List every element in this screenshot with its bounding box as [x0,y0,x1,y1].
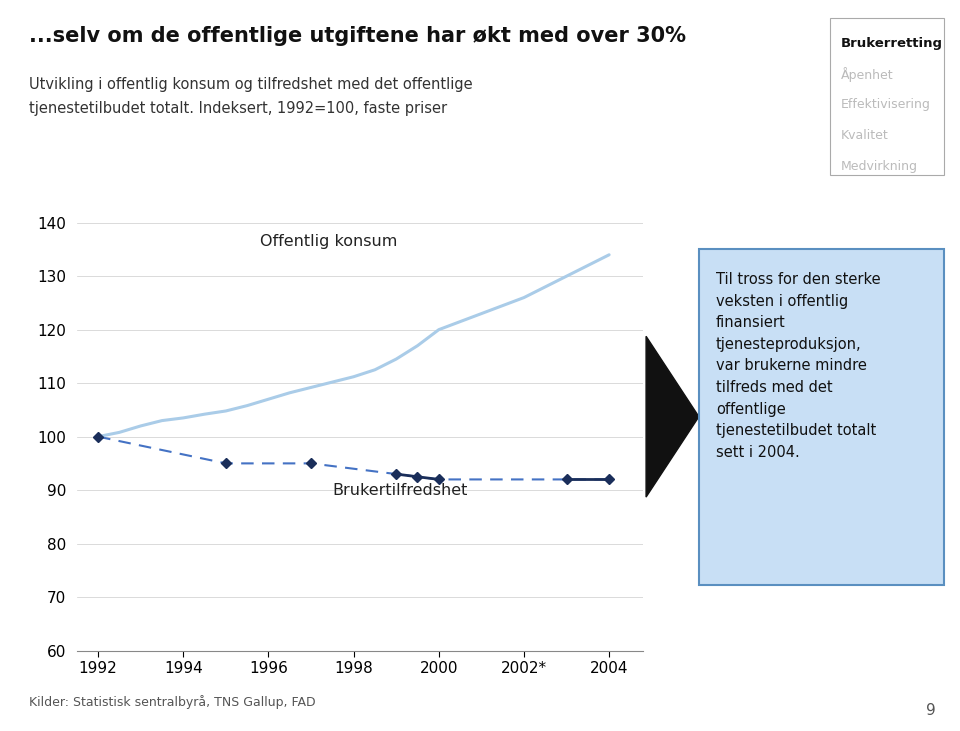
Text: Medvirkning: Medvirkning [841,159,918,173]
Text: Kvalitet: Kvalitet [841,129,888,142]
Text: Brukerretting: Brukerretting [841,37,943,50]
Text: Til tross for den sterke
veksten i offentlig
finansiert
tjenesteproduksjon,
var : Til tross for den sterke veksten i offen… [716,272,880,460]
Text: Utvikling i offentlig konsum og tilfredshet med det offentlige: Utvikling i offentlig konsum og tilfreds… [29,77,472,92]
Text: ...selv om de offentlige utgiftene har økt med over 30%: ...selv om de offentlige utgiftene har ø… [29,26,685,45]
Text: Brukertilfredshet: Brukertilfredshet [332,482,468,498]
Text: Kilder: Statistisk sentralbyrå, TNS Gallup, FAD: Kilder: Statistisk sentralbyrå, TNS Gall… [29,695,316,709]
Text: Offentlig konsum: Offentlig konsum [260,234,397,249]
Text: tjenestetilbudet totalt. Indeksert, 1992=100, faste priser: tjenestetilbudet totalt. Indeksert, 1992… [29,101,447,116]
Text: Åpenhet: Åpenhet [841,67,893,82]
Text: Effektivisering: Effektivisering [841,98,930,111]
Text: 9: 9 [926,702,936,718]
Polygon shape [646,336,699,497]
